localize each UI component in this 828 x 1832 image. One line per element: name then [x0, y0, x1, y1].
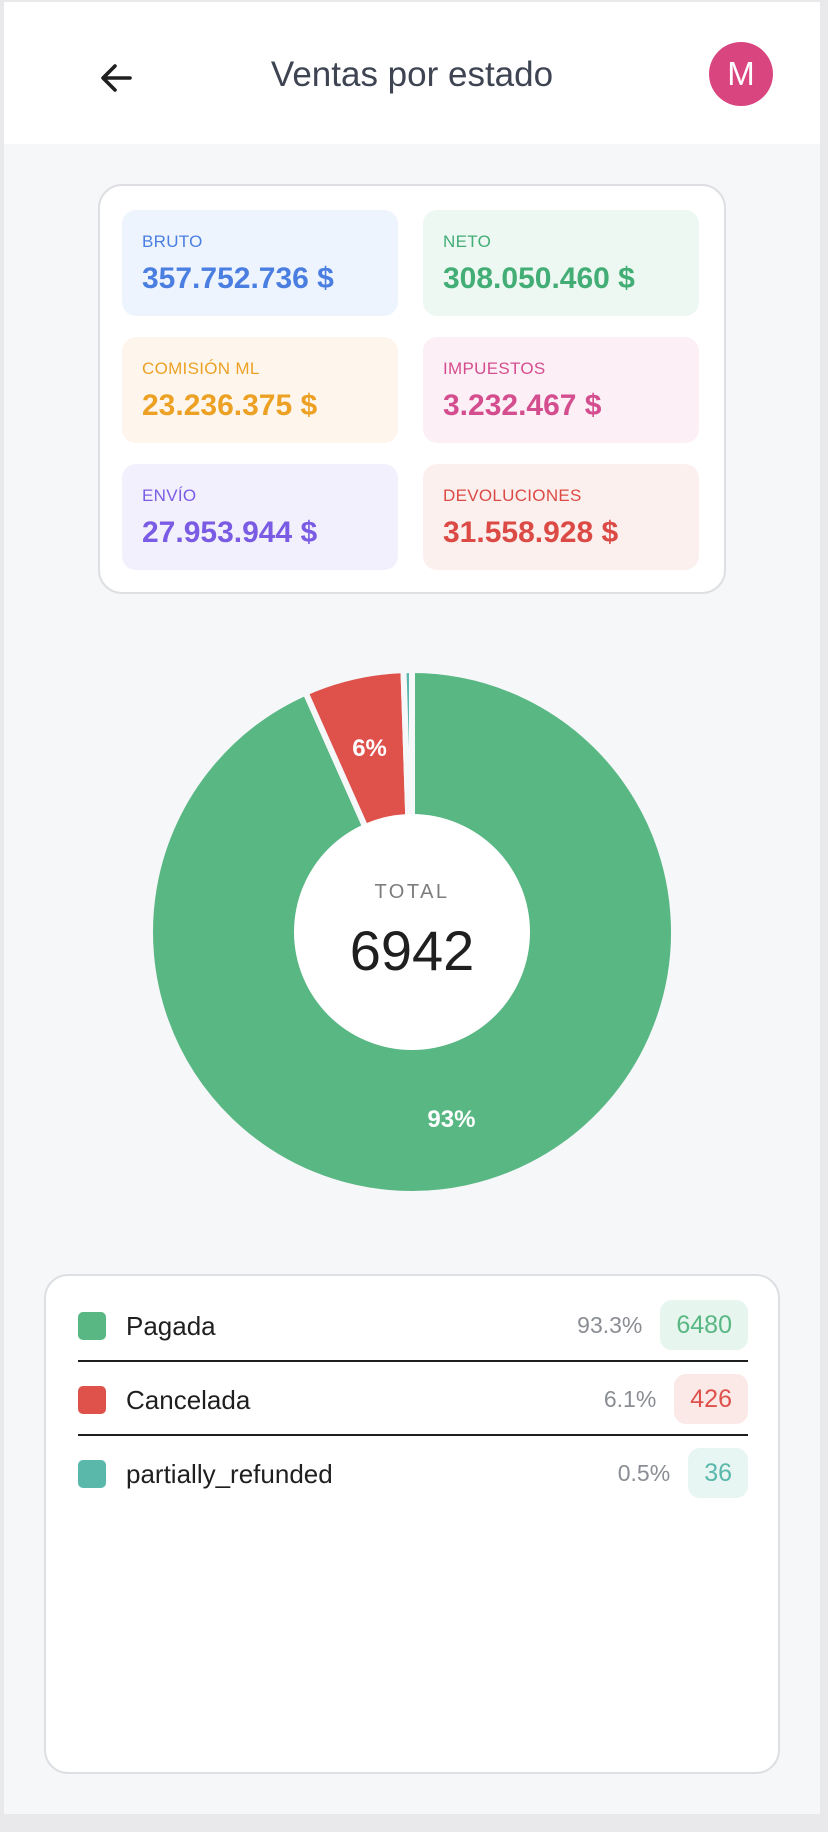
donut-chart: TOTAL 6942 93% 6%	[4, 662, 820, 1202]
legend-swatch	[78, 1312, 106, 1340]
back-button[interactable]	[86, 48, 146, 108]
legend-row[interactable]: Cancelada 6.1% 426	[78, 1362, 748, 1436]
summary-tile-neto: NETO 308.050.460 $	[423, 210, 699, 316]
legend-swatch	[78, 1386, 106, 1414]
legend-label: partially_refunded	[126, 1459, 333, 1489]
summary-tile-impuestos: IMPUESTOS 3.232.467 $	[423, 337, 699, 443]
summary-label: NETO	[443, 232, 492, 251]
summary-value: 23.236.375 $	[142, 389, 318, 422]
summary-label: COMISIÓN ML	[142, 359, 260, 378]
slice-label: 6%	[352, 735, 387, 762]
center-label: TOTAL	[374, 881, 449, 903]
legend-count-badge: 6480	[660, 1300, 748, 1350]
arrow-left-icon	[101, 64, 132, 92]
legend-row[interactable]: Pagada 93.3% 6480	[78, 1288, 748, 1362]
summary-label: IMPUESTOS	[443, 359, 546, 378]
legend-percent: 93.3%	[577, 1311, 643, 1338]
app-bar: Ventas por estado M	[4, 2, 820, 144]
summary-tile-bruto: BRUTO 357.752.736 $	[122, 210, 398, 316]
legend-count-badge: 36	[688, 1448, 748, 1498]
summary-value: 27.953.944 $	[142, 516, 318, 549]
center-total: 6942	[350, 919, 475, 982]
legend-count-badge: 426	[674, 1374, 748, 1424]
summary-label: BRUTO	[142, 232, 203, 251]
avatar[interactable]: M	[709, 42, 773, 106]
summary-value: 3.232.467 $	[443, 389, 602, 422]
summary-value: 308.050.460 $	[443, 262, 635, 295]
donut-hole	[294, 814, 530, 1050]
legend-swatch	[78, 1460, 106, 1488]
legend-row[interactable]: partially_refunded 0.5% 36	[78, 1436, 748, 1508]
slice-label: 93%	[427, 1106, 475, 1133]
legend-percent: 6.1%	[603, 1385, 657, 1412]
legend-percent: 0.5%	[617, 1459, 671, 1486]
legend-label: Cancelada	[126, 1385, 251, 1415]
summary-tile-envio: ENVÍO 27.953.944 $	[122, 464, 398, 570]
donut-chart-svg: TOTAL 6942 93% 6%	[147, 667, 677, 1197]
summary-label: DEVOLUCIONES	[443, 486, 582, 505]
summary-value: 31.558.928 $	[443, 516, 619, 549]
app-screen: Ventas por estado M BRUTO 357.752.736 $ …	[4, 2, 820, 1814]
summary-card: BRUTO 357.752.736 $ NETO 308.050.460 $ C…	[98, 184, 726, 594]
summary-value: 357.752.736 $	[142, 262, 334, 295]
summary-label: ENVÍO	[142, 486, 197, 505]
summary-tile-devoluciones: DEVOLUCIONES 31.558.928 $	[423, 464, 699, 570]
legend-label: Pagada	[126, 1311, 216, 1341]
legend-card: Pagada 93.3% 6480 Cancelada 6.1% 426 par…	[44, 1274, 780, 1774]
summary-tile-comision: COMISIÓN ML 23.236.375 $	[122, 337, 398, 443]
